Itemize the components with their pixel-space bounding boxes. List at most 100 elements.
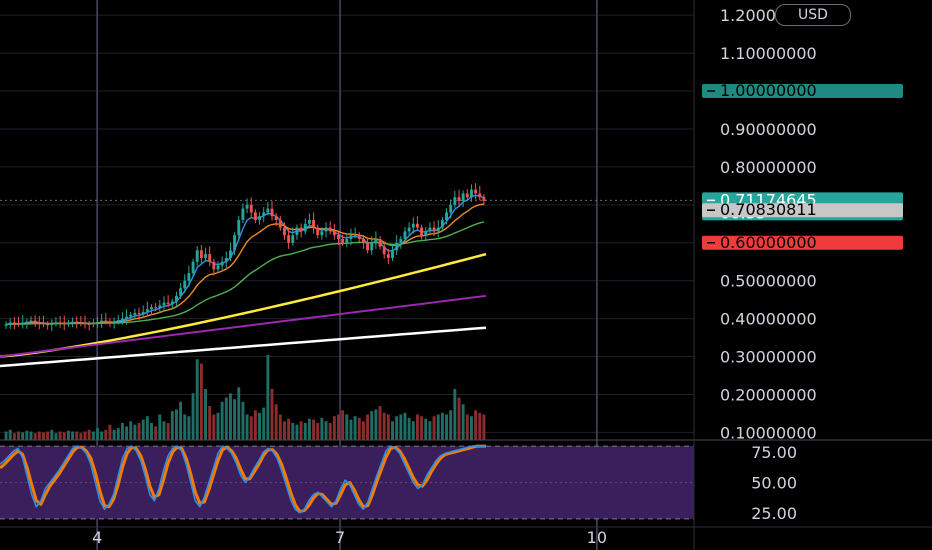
candle-body xyxy=(42,323,45,325)
volume-bar xyxy=(204,389,207,440)
candle-body xyxy=(461,193,465,202)
candle-body xyxy=(415,223,419,228)
volume-bar xyxy=(299,421,303,440)
candle-body xyxy=(21,322,25,324)
volume-bar xyxy=(337,414,340,440)
volume-bar xyxy=(21,432,25,440)
volume-bar xyxy=(253,410,257,440)
volume-bar xyxy=(461,404,465,440)
candle-body xyxy=(474,189,478,194)
volume-bar xyxy=(233,399,237,440)
candle-body xyxy=(54,322,58,324)
volume-bar xyxy=(62,432,66,440)
candle-body xyxy=(137,312,141,315)
candle-body xyxy=(83,323,87,325)
currency-button[interactable]: USD xyxy=(775,4,851,26)
candle-body xyxy=(440,220,444,228)
volume-bar xyxy=(96,428,99,440)
candle-body xyxy=(141,311,145,315)
ema-white-line xyxy=(0,326,487,368)
candle-body xyxy=(216,265,220,270)
volume-bar xyxy=(349,419,353,440)
volume-bar xyxy=(145,416,149,440)
candle-body xyxy=(245,204,249,209)
volume-bar xyxy=(141,419,145,440)
volume-bar xyxy=(457,397,461,440)
candle-body xyxy=(283,227,286,236)
candle-body xyxy=(183,280,187,289)
candle-body xyxy=(79,322,83,324)
volume-bar xyxy=(366,414,370,440)
price-tick-label: 0.90000000 xyxy=(720,120,817,139)
candle-body xyxy=(170,301,174,305)
candle-body xyxy=(378,238,382,247)
candle-body xyxy=(166,302,170,305)
volume-bar xyxy=(303,423,307,440)
volume-bar xyxy=(195,359,199,440)
candle-body xyxy=(162,302,166,306)
volume-bar xyxy=(295,424,299,440)
candle-body xyxy=(465,193,469,198)
stoch-rsi-pane: 75.00 50.00 25.00 xyxy=(0,439,932,523)
volume-bar xyxy=(150,423,153,440)
candle-body xyxy=(478,193,482,198)
volume-bar xyxy=(270,389,274,440)
candle-body xyxy=(332,231,336,236)
time-axis[interactable]: 4 7 10 xyxy=(0,526,932,547)
volume-bar xyxy=(357,417,361,440)
volume-bar xyxy=(158,414,162,440)
candle-body xyxy=(179,288,183,296)
candle-body xyxy=(361,238,365,243)
volume-bar xyxy=(278,414,282,440)
candle-body xyxy=(104,320,108,322)
price-tag-label: 0.60000000 xyxy=(720,233,817,252)
candle-body xyxy=(187,273,191,281)
candle-body xyxy=(307,220,311,224)
volume-bar xyxy=(374,409,378,440)
volume-bar xyxy=(445,414,448,440)
price-tag-label: 0.70830811 xyxy=(720,200,817,219)
candle-body xyxy=(150,307,153,310)
candle-body xyxy=(291,235,295,243)
volume-bar xyxy=(46,431,50,440)
candle-body xyxy=(424,231,428,236)
candle-body xyxy=(399,238,403,243)
volume-bar xyxy=(8,429,12,440)
candle-body xyxy=(37,322,41,324)
volume-bar xyxy=(174,409,178,440)
volume-bar xyxy=(391,421,394,440)
candle-body xyxy=(391,250,394,258)
volume-bar xyxy=(453,389,457,440)
candle-body xyxy=(199,250,203,258)
candle-body xyxy=(4,324,8,326)
volume-bar xyxy=(482,414,486,440)
volume-bar xyxy=(432,416,436,440)
volume-bar xyxy=(378,406,382,440)
volume-bar xyxy=(199,363,203,440)
volume-bar xyxy=(71,431,75,440)
candle-body xyxy=(436,227,440,232)
candle-body xyxy=(445,212,448,220)
volume-bar xyxy=(436,414,440,440)
candle-body xyxy=(449,204,453,213)
candle-body xyxy=(353,235,357,237)
candle-body xyxy=(287,235,291,243)
candle-body xyxy=(341,238,345,243)
candle-body xyxy=(328,227,332,232)
candle-body xyxy=(29,320,33,322)
candle-body xyxy=(403,231,407,239)
candle-body xyxy=(8,322,12,325)
volume-bar xyxy=(4,431,8,440)
volume-bar xyxy=(370,411,374,440)
volume-bar xyxy=(361,421,365,440)
candle-body xyxy=(482,197,486,202)
volume-bar xyxy=(324,421,328,440)
volume-bar xyxy=(245,414,249,440)
volume-bar xyxy=(274,404,278,440)
candle-body xyxy=(374,238,378,243)
candle-body xyxy=(17,323,20,325)
candle-body xyxy=(411,223,415,228)
volume-bar xyxy=(283,421,286,440)
volume-bar xyxy=(291,423,295,440)
